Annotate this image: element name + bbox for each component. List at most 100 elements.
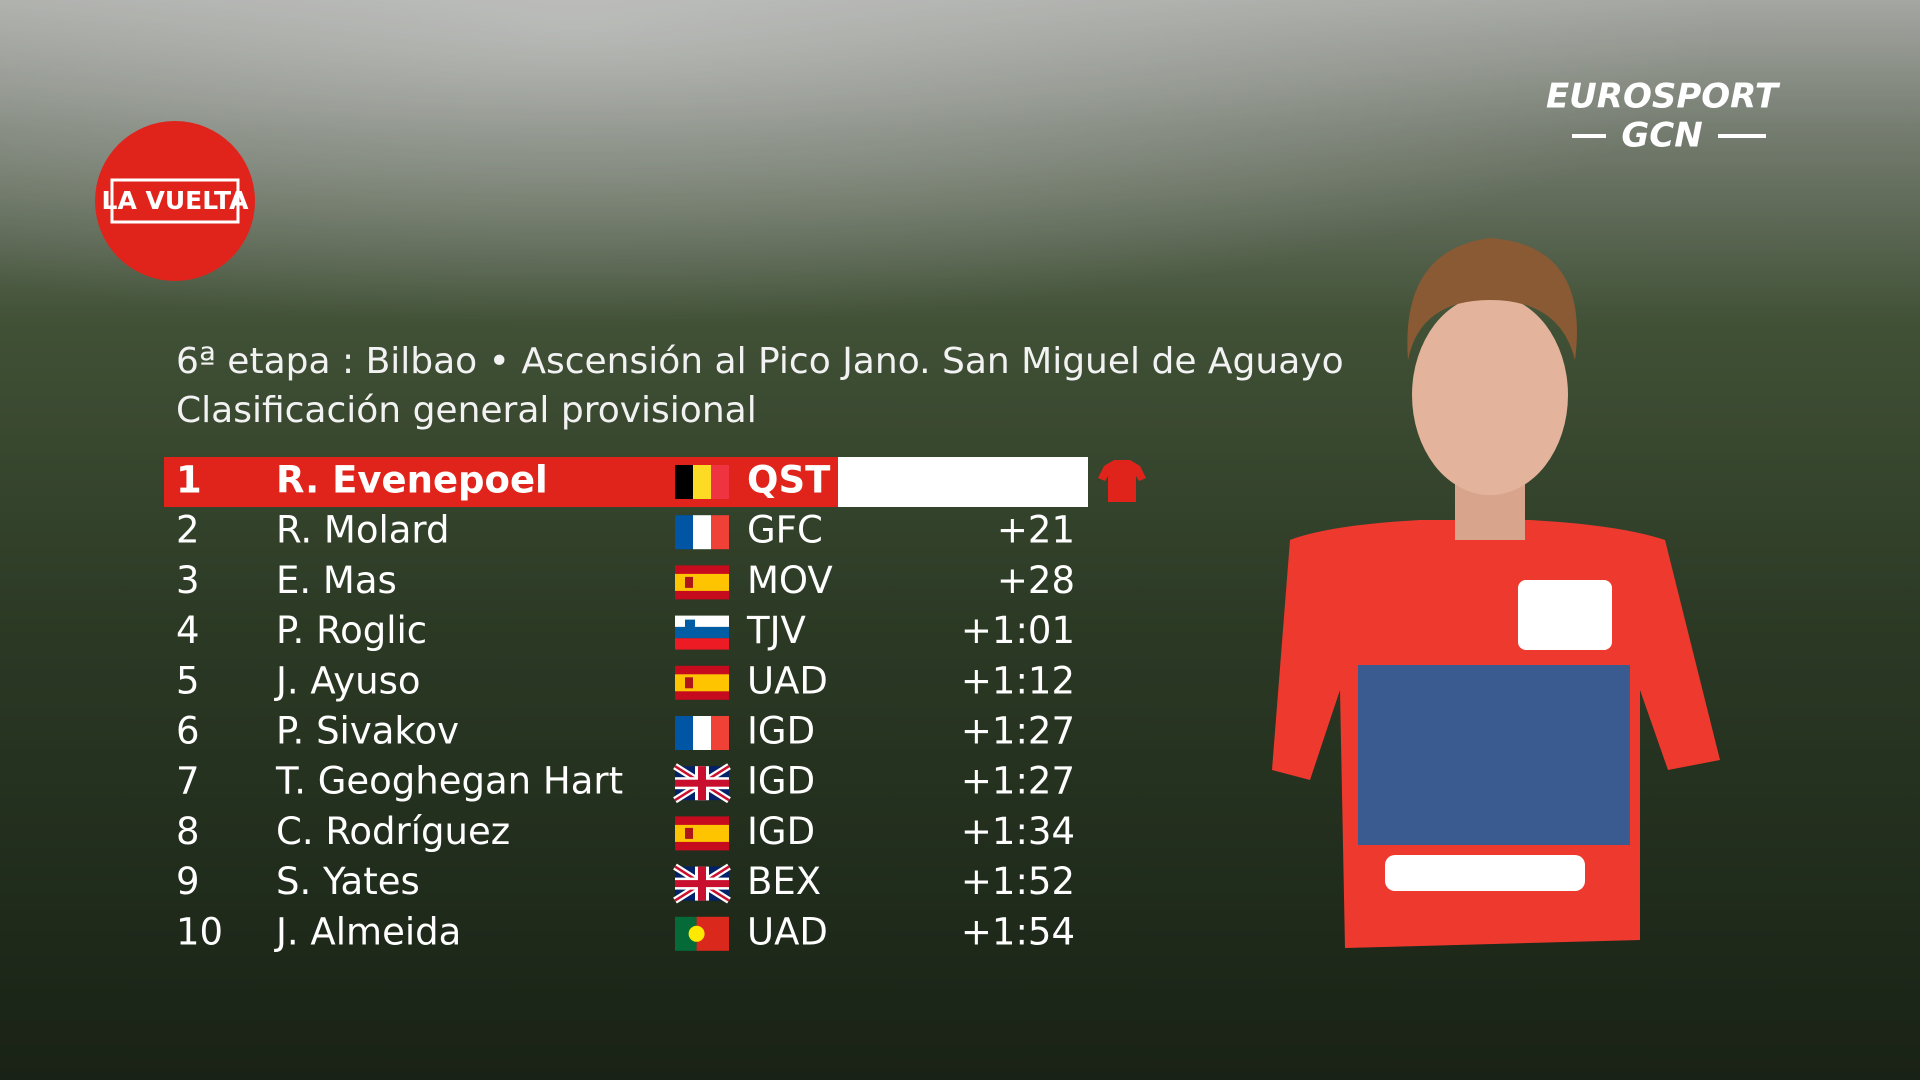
flag-part [711,716,729,750]
standings-row: 3 E. Mas MOV +28 [176,559,1075,602]
race-logo-text: LA VUELTA [102,186,250,215]
rank: 3 [176,559,200,602]
rider-name: T. Geoghegan Hart [275,760,623,803]
flag [675,565,729,600]
flag-part [675,674,729,692]
rider-name: P. Sivakov [276,710,459,753]
flag-part [675,716,693,750]
hair [1407,238,1577,360]
flag-part [675,615,729,627]
flag-part [685,827,693,839]
flag [675,716,729,750]
rank: 7 [176,760,200,803]
flag-part [685,677,693,689]
flag-part [675,638,729,650]
rider-name: J. Ayuso [274,659,421,702]
standings-row: 1 R. Evenepoel QST 20:50:07 [164,457,1146,507]
leader-time-box [838,457,1088,507]
time-gap: +1:54 [961,910,1075,953]
rank: 10 [176,910,223,953]
flag-part [675,515,693,550]
stage-title: 6ª etapa : Bilbao • Ascensión al Pico Ja… [176,341,1344,382]
time-gap: +21 [997,509,1075,552]
mist [0,0,1920,500]
team-code: QST [747,459,831,502]
standings-row: 4 P. Roglic TJV +1:01 [176,609,1075,652]
broadcaster-logo: EUROSPORT [1546,77,1781,117]
standings-row: 7 T. Geoghegan Hart IGD +1:27 [176,760,1075,804]
rank: 1 [176,459,202,502]
team-code: TJV [746,609,806,652]
flag-part [685,619,695,632]
race-logo-frame [110,178,240,224]
rider-name: S. Yates [276,860,420,903]
flag [675,515,729,550]
time-gap: +1:12 [961,659,1075,702]
time-gap: +1:34 [961,810,1075,853]
team-code: GFC [747,509,823,552]
flag-part [693,716,711,750]
rank: 5 [176,659,200,702]
team-code: IGD [747,710,815,753]
flag-part [675,465,693,499]
flag-part [675,626,729,639]
flag-part [711,465,729,499]
rider-name: R. Molard [276,509,449,552]
time-gap: 20:50:07 [891,459,1075,502]
flag [675,615,729,650]
time-gap: +1:52 [961,860,1075,903]
flag-part [675,824,729,842]
rank: 2 [176,509,200,552]
team-code: UAD [747,659,828,702]
rider-name: P. Roglic [276,609,427,652]
standings-row: 2 R. Molard GFC +21 [176,509,1075,552]
standings-table: 1 R. Evenepoel QST 20:50:07 2 R. Molard GFC +21… [164,457,1146,953]
flag-part [675,916,697,951]
flag-part [688,925,705,942]
rank: 4 [176,609,200,652]
race-logo [95,121,255,281]
rank: 8 [176,810,200,853]
flag [673,763,731,804]
time-gap: +1:27 [961,710,1075,753]
channel-logo: GCN [1621,116,1702,156]
team-code: BEX [747,860,821,903]
rider-name: R. Evenepoel [276,459,548,502]
flag-part [698,766,706,801]
rider-name: E. Mas [276,559,397,602]
time-gap: +1:01 [961,609,1075,652]
jersey-band [1358,665,1630,845]
jersey-sponsor [1518,580,1612,650]
team-code: IGD [747,810,815,853]
rider-portrait [1272,238,1720,948]
rider-name: J. Almeida [274,910,461,953]
rank: 9 [176,860,200,903]
team-code: UAD [747,910,828,953]
flag [675,465,729,499]
standings-row: 8 C. Rodríguez IGD +1:34 [176,810,1075,853]
flag [675,816,729,851]
rider-name: C. Rodríguez [276,810,510,853]
flag [675,665,729,700]
flag-part [693,465,711,499]
flag [673,863,731,904]
time-gap: +1:27 [961,760,1075,803]
jersey-sponsor [1385,855,1585,891]
flag [675,916,729,951]
time-gap: +28 [997,559,1075,602]
team-code: MOV [747,559,833,602]
standings-row: 5 J. Ayuso UAD +1:12 [176,659,1075,702]
rank: 6 [176,710,200,753]
leader-jersey-icon [1098,460,1146,502]
flag-part [711,515,729,550]
standings-row: 9 S. Yates BEX +1:52 [176,860,1075,904]
standings-row: 10 J. Almeida UAD +1:54 [176,910,1075,953]
flag-part [693,515,711,550]
team-code: IGD [747,760,815,803]
flag-part [675,573,729,591]
flag-part [698,866,706,901]
face [1412,295,1568,495]
flag-part [685,576,693,588]
standings-row: 6 P. Sivakov IGD +1:27 [176,710,1075,753]
